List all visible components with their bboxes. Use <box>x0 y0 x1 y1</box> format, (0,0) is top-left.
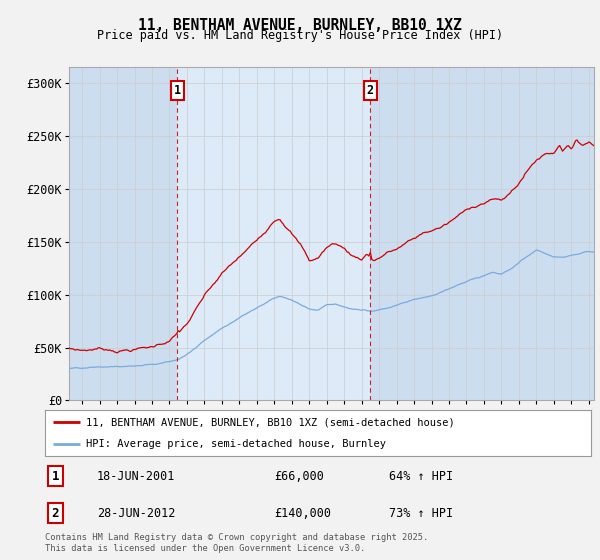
Text: 2: 2 <box>52 507 59 520</box>
Text: 11, BENTHAM AVENUE, BURNLEY, BB10 1XZ: 11, BENTHAM AVENUE, BURNLEY, BB10 1XZ <box>138 18 462 33</box>
Text: 1: 1 <box>174 84 181 97</box>
Bar <box>178 67 370 400</box>
Text: 2: 2 <box>367 84 374 97</box>
Text: 28-JUN-2012: 28-JUN-2012 <box>97 507 175 520</box>
Text: £66,000: £66,000 <box>274 469 324 483</box>
Text: HPI: Average price, semi-detached house, Burnley: HPI: Average price, semi-detached house,… <box>86 440 386 450</box>
Text: 11, BENTHAM AVENUE, BURNLEY, BB10 1XZ (semi-detached house): 11, BENTHAM AVENUE, BURNLEY, BB10 1XZ (s… <box>86 417 455 427</box>
Text: 18-JUN-2001: 18-JUN-2001 <box>97 469 175 483</box>
Text: 73% ↑ HPI: 73% ↑ HPI <box>389 507 453 520</box>
Text: Price paid vs. HM Land Registry's House Price Index (HPI): Price paid vs. HM Land Registry's House … <box>97 29 503 42</box>
Text: 1: 1 <box>52 469 59 483</box>
Text: Contains HM Land Registry data © Crown copyright and database right 2025.
This d: Contains HM Land Registry data © Crown c… <box>45 533 428 553</box>
Text: £140,000: £140,000 <box>274 507 331 520</box>
Text: 64% ↑ HPI: 64% ↑ HPI <box>389 469 453 483</box>
